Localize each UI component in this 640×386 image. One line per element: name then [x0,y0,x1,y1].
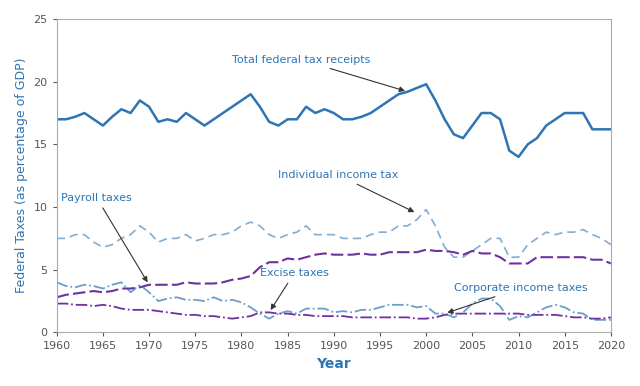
Text: Payroll taxes: Payroll taxes [61,193,147,281]
Y-axis label: Federal Taxes (as percentage of GDP): Federal Taxes (as percentage of GDP) [15,58,28,293]
Text: Corporate income taxes: Corporate income taxes [449,283,588,313]
Text: Excise taxes: Excise taxes [260,268,329,309]
X-axis label: Year: Year [316,357,351,371]
Text: Total federal tax receipts: Total federal tax receipts [232,55,404,91]
Text: Individual income tax: Individual income tax [278,170,413,212]
